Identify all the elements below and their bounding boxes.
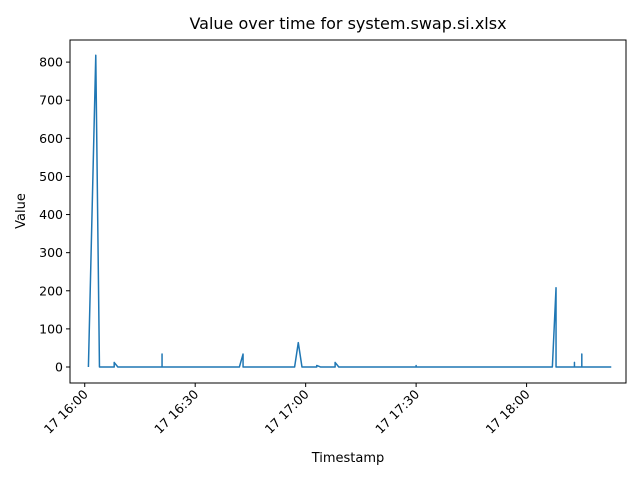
series-line-0	[87, 54, 612, 368]
y-tick-label: 500	[39, 169, 63, 184]
y-tick-label: 200	[39, 283, 63, 298]
plot-area-frame	[69, 39, 627, 384]
y-tick-label: 300	[39, 245, 63, 260]
y-tick-label: 100	[39, 321, 63, 336]
y-tick-label: 400	[39, 207, 63, 222]
y-tick-label: 600	[39, 131, 63, 146]
x-axis-label: Timestamp	[311, 451, 385, 466]
y-tick-label: 700	[39, 93, 63, 108]
y-axis: 0 100 200 300 400 500 600 700 800	[39, 55, 70, 374]
y-axis-label: Value	[14, 193, 29, 229]
chart-title: Value over time for system.swap.si.xlsx	[189, 14, 506, 33]
y-tick-label: 800	[39, 55, 63, 70]
y-tick-label: 0	[55, 359, 63, 374]
series-layer	[87, 54, 612, 368]
